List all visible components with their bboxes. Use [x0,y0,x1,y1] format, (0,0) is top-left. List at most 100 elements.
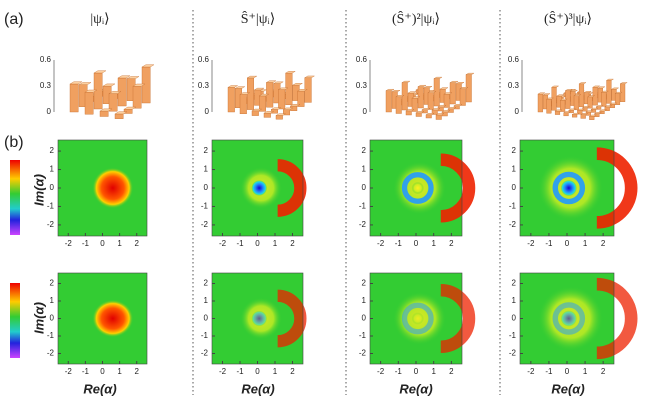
x-tick-label: 2 [449,367,454,376]
heatmap-feature [251,180,268,196]
bar-top [439,87,449,90]
x-tick-label: 2 [601,239,606,248]
bar-top [597,86,606,89]
bar-face [401,82,408,111]
heatmap-feature [596,147,638,229]
bar-top [78,82,92,85]
x-tick-label: -1 [82,367,90,376]
bar-top [123,106,137,110]
x-tick-label: 0 [565,367,570,376]
bar-top [246,75,258,79]
x-tick-label: 2 [135,239,140,248]
x-tick-label: 0 [414,239,419,248]
bar-face [537,93,543,113]
x-tick-label: -1 [545,239,553,248]
x-tick-label: 0 [100,239,105,248]
y-tick-label: -1 [509,202,517,211]
bar-face [589,116,595,120]
heatmap-feature [277,159,307,217]
separators [192,10,501,395]
bar-top [263,111,275,114]
bar-face [239,94,247,115]
bar-top [585,110,594,113]
bar-top [117,75,131,79]
bar-top [277,87,289,90]
y-tick-label: 0 [204,314,209,323]
heatmap-feature [440,153,476,223]
bar-face [551,87,557,111]
bar-top [441,110,451,113]
bar-top [102,83,116,87]
y-tick-label: -2 [509,349,517,358]
bar-top [253,87,265,91]
heatmap-feature [92,299,134,338]
y-tick-label: -2 [47,220,55,229]
panel-label: (a) [4,11,24,28]
bar-top [423,86,433,88]
y-tick-label: 0 [362,183,367,192]
column-title: |ψᵢ⟩ [90,12,109,27]
heatmap-feature [552,302,586,335]
y-tick-label: 2 [362,279,367,288]
heatmap-feature [401,302,434,335]
bar-face [573,95,579,111]
x-tick-label: 1 [583,239,588,248]
y-tick-label: 1 [362,296,367,305]
x-tick-label: -2 [219,367,227,376]
bar-face [425,114,432,119]
bar-top [580,113,589,115]
bar-top [99,108,113,112]
bar-face [427,92,434,110]
colorbar [10,160,20,235]
bar-top [417,85,427,87]
bar-face [108,93,118,112]
y-tick-label: 2 [362,146,367,155]
bar-tick-label: 0.6 [198,55,210,64]
x-tick-label: 1 [117,239,122,248]
y-tick-label: 0 [512,314,517,323]
bar-top [265,80,277,83]
x-tick-label: -1 [545,367,553,376]
bar-face [227,87,235,113]
bar-top [411,96,421,99]
bar-tick-label: 0.6 [40,55,52,64]
y-tick-label: -1 [359,331,367,340]
bar-top [573,94,582,96]
x-tick-label: -1 [82,239,90,248]
bar-top [251,108,263,112]
bar-top [391,90,401,92]
bar-top [407,91,417,94]
bar-face [433,78,440,107]
bar-top [296,89,308,92]
bar-top [564,89,574,91]
bar-top [447,107,457,110]
x-tick-label: -1 [236,367,244,376]
bar-top [598,109,608,112]
bar-top [588,114,598,117]
bar-face [99,110,109,117]
bar-face [459,88,466,106]
bar-top [556,94,565,97]
bar-top [239,92,251,95]
x-tick-label: 0 [100,367,105,376]
bar-face [132,86,142,109]
heatmap-feature [596,277,638,360]
bar-top [576,108,586,111]
heatmap-feature [560,179,577,197]
bar-top [578,82,587,85]
x-tick-label: -2 [377,367,385,376]
column-title: (Ŝ⁺)²|ψᵢ⟩ [392,10,440,27]
heatmap-feature [552,171,586,205]
bar-top [619,82,628,84]
bar-face [554,110,561,115]
heatmap-feature [411,312,424,325]
bar-top [227,85,239,88]
y-tick-label: -1 [359,202,367,211]
y-tick-label: 2 [512,279,517,288]
bar-top [453,104,463,107]
y-tick-label: -1 [47,331,55,340]
y-tick-label: -1 [201,202,209,211]
bar-face [580,114,586,119]
x-tick-label: 0 [255,239,260,248]
